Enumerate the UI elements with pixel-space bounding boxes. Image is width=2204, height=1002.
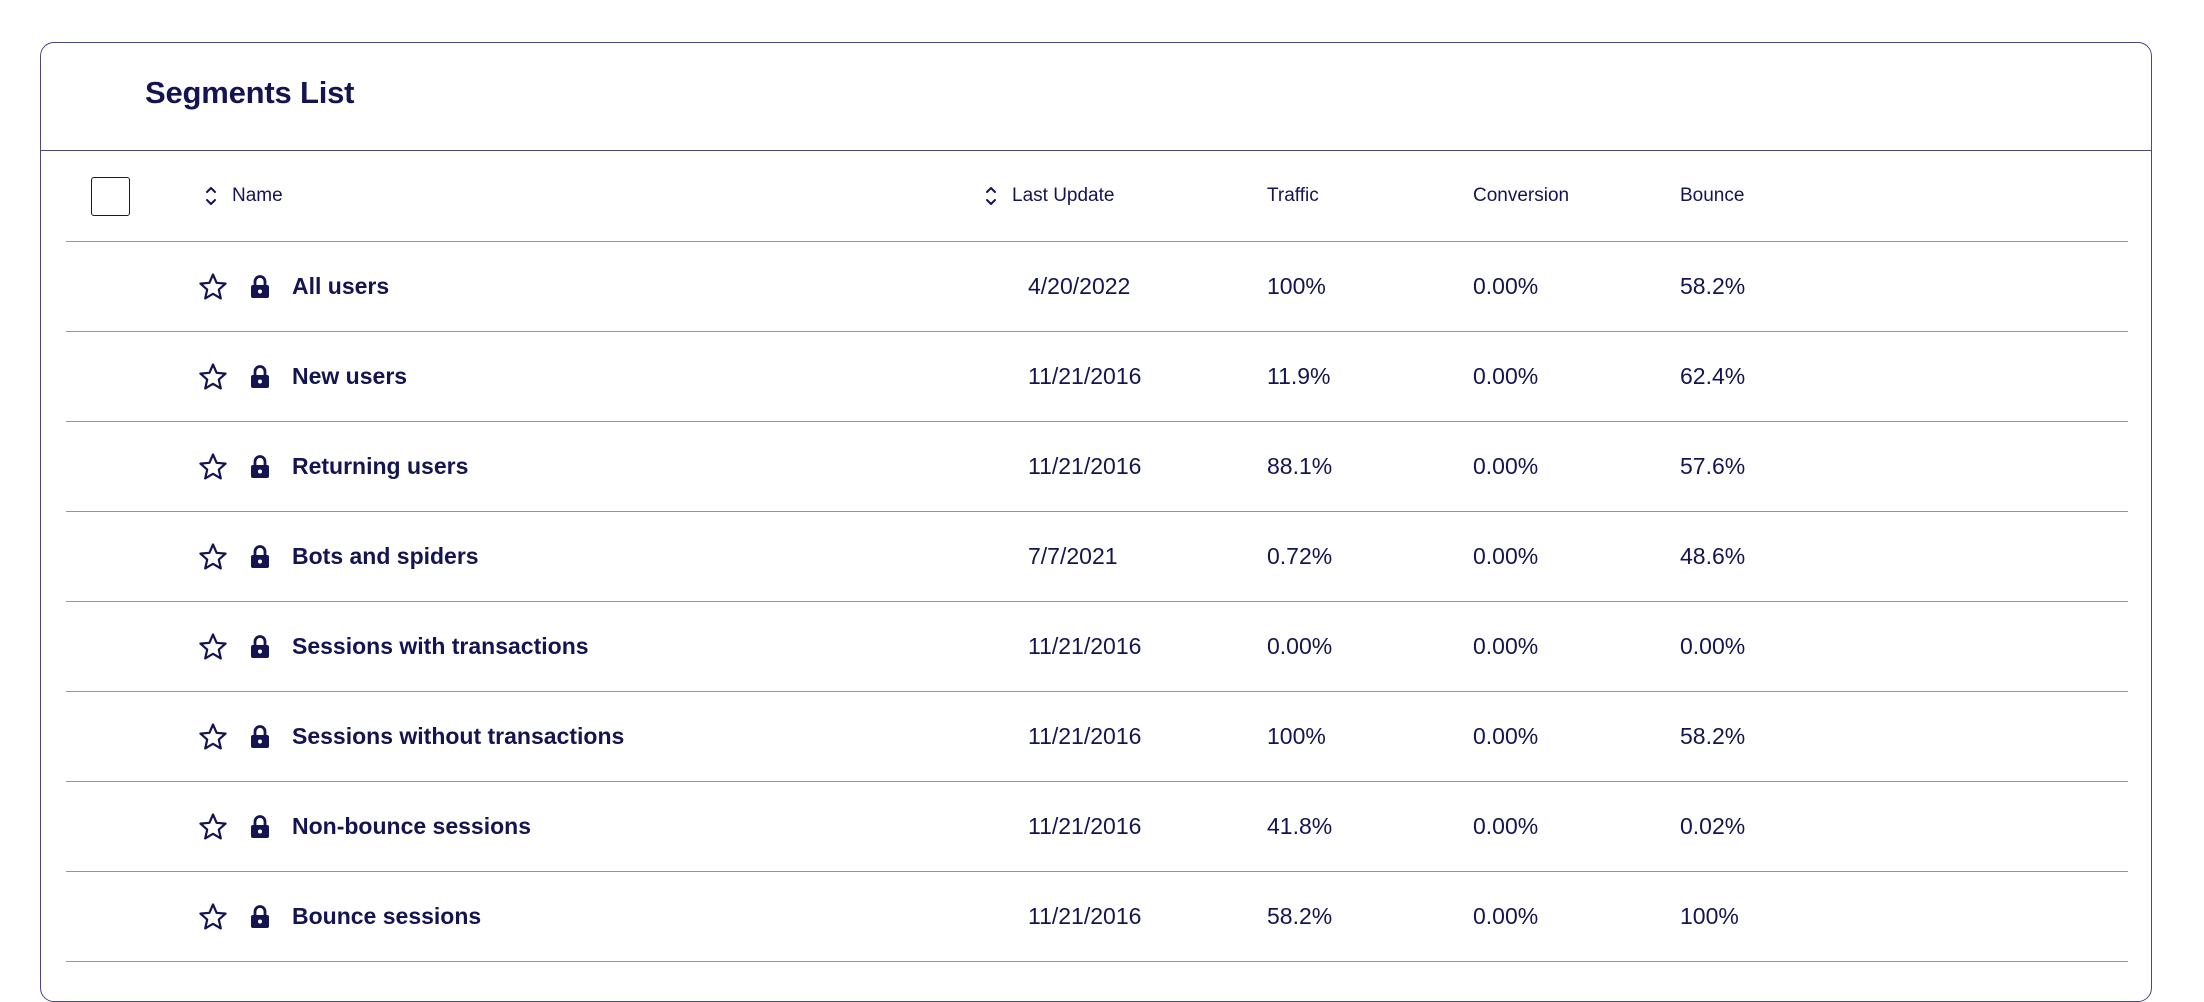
segment-bounce: 62.4% — [1680, 363, 1746, 389]
lock-icon — [249, 544, 271, 570]
segment-name[interactable]: Bots and spiders — [292, 543, 479, 569]
segment-last-update: 11/21/2016 — [1028, 453, 1142, 479]
segment-bounce: 100% — [1680, 903, 1739, 929]
segment-traffic: 100% — [1267, 723, 1326, 749]
segment-conversion: 0.00% — [1473, 903, 1539, 929]
segment-conversion: 0.00% — [1473, 723, 1539, 749]
segment-conversion: 0.00% — [1473, 813, 1539, 839]
column-header-traffic: Traffic — [1267, 185, 1319, 206]
segment-bounce: 0.00% — [1680, 633, 1746, 659]
segment-name[interactable]: Sessions with transactions — [292, 633, 589, 659]
star-icon[interactable] — [197, 541, 229, 573]
table-row[interactable]: Non-bounce sessions 11/21/2016 41.8% 0.0… — [66, 782, 2128, 872]
segment-conversion: 0.00% — [1473, 543, 1539, 569]
table-row[interactable]: Returning users 11/21/2016 88.1% 0.00% 5… — [66, 422, 2128, 512]
column-header-last-update[interactable]: Last Update — [984, 151, 1114, 241]
lock-icon — [249, 364, 271, 390]
table-row[interactable]: Bounce sessions 11/21/2016 58.2% 0.00% 1… — [66, 872, 2128, 962]
segment-name[interactable]: Returning users — [292, 453, 469, 479]
star-icon[interactable] — [197, 361, 229, 393]
segment-last-update: 4/20/2022 — [1028, 273, 1131, 299]
select-all-checkbox[interactable] — [91, 177, 130, 216]
column-header-bounce: Bounce — [1680, 185, 1745, 206]
segment-last-update: 11/21/2016 — [1028, 813, 1142, 839]
table-header-row: Name Last Update Traffic Conversion Boun… — [66, 151, 2128, 242]
column-header-conversion: Conversion — [1473, 185, 1570, 206]
lock-icon — [249, 904, 271, 930]
star-icon[interactable] — [197, 631, 229, 663]
segments-panel: Segments List Name Last Update Traffic C… — [40, 42, 2152, 1002]
segment-conversion: 0.00% — [1473, 453, 1539, 479]
star-icon[interactable] — [197, 271, 229, 303]
segment-name[interactable]: Non-bounce sessions — [292, 813, 531, 839]
segment-last-update: 11/21/2016 — [1028, 723, 1142, 749]
table-row[interactable]: Sessions without transactions 11/21/2016… — [66, 692, 2128, 782]
segment-name[interactable]: All users — [292, 273, 390, 299]
segment-bounce: 48.6% — [1680, 543, 1746, 569]
segment-bounce: 58.2% — [1680, 273, 1746, 299]
segment-last-update: 11/21/2016 — [1028, 633, 1142, 659]
lock-icon — [249, 454, 271, 480]
segment-traffic: 58.2% — [1267, 903, 1333, 929]
segment-name[interactable]: Bounce sessions — [292, 903, 482, 929]
segment-bounce: 57.6% — [1680, 453, 1746, 479]
segment-last-update: 11/21/2016 — [1028, 903, 1142, 929]
lock-icon — [249, 274, 271, 300]
segments-table: Name Last Update Traffic Conversion Boun… — [66, 151, 2128, 962]
segment-name[interactable]: Sessions without transactions — [292, 723, 625, 749]
sort-icon[interactable] — [984, 183, 998, 209]
segment-traffic: 88.1% — [1267, 453, 1333, 479]
star-icon[interactable] — [197, 451, 229, 483]
sort-icon[interactable] — [204, 183, 218, 209]
star-icon[interactable] — [197, 811, 229, 843]
panel-header: Segments List — [41, 43, 2151, 151]
table-row[interactable]: Sessions with transactions 11/21/2016 0.… — [66, 602, 2128, 692]
segment-conversion: 0.00% — [1473, 273, 1539, 299]
segment-traffic: 100% — [1267, 273, 1326, 299]
lock-icon — [249, 634, 271, 660]
lock-icon — [249, 724, 271, 750]
column-header-name-label: Name — [232, 185, 283, 206]
segment-traffic: 41.8% — [1267, 813, 1333, 839]
segment-bounce: 58.2% — [1680, 723, 1746, 749]
segment-traffic: 0.72% — [1267, 543, 1333, 569]
table-row[interactable]: All users 4/20/2022 100% 0.00% 58.2% — [66, 242, 2128, 332]
table-row[interactable]: Bots and spiders 7/7/2021 0.72% 0.00% 48… — [66, 512, 2128, 602]
segment-last-update: 11/21/2016 — [1028, 363, 1142, 389]
segment-conversion: 0.00% — [1473, 633, 1539, 659]
star-icon[interactable] — [197, 901, 229, 933]
segment-conversion: 0.00% — [1473, 363, 1539, 389]
column-header-name[interactable]: Name — [204, 151, 283, 241]
segment-last-update: 7/7/2021 — [1028, 543, 1118, 569]
segment-traffic: 11.9% — [1267, 363, 1331, 389]
segment-name[interactable]: New users — [292, 363, 408, 389]
column-header-last-update-label: Last Update — [1012, 185, 1115, 206]
segment-traffic: 0.00% — [1267, 633, 1333, 659]
lock-icon — [249, 814, 271, 840]
table-row[interactable]: New users 11/21/2016 11.9% 0.00% 62.4% — [66, 332, 2128, 422]
star-icon[interactable] — [197, 721, 229, 753]
segment-bounce: 0.02% — [1680, 813, 1746, 839]
page-title: Segments List — [145, 75, 355, 110]
